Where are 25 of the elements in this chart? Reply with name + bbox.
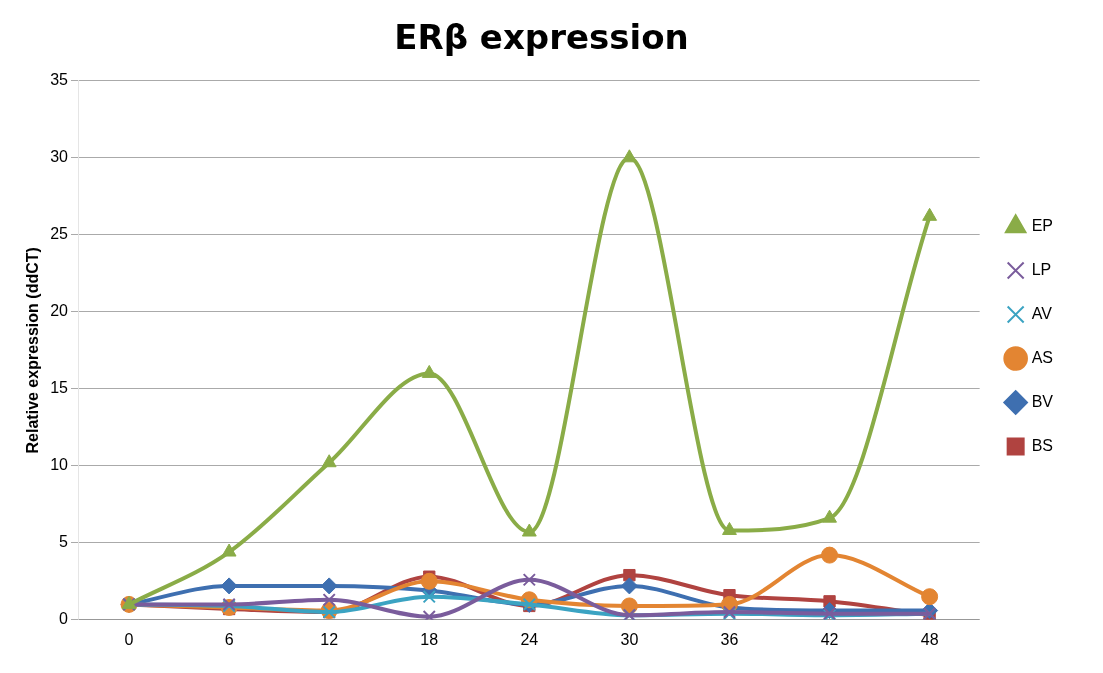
y-tick-label: 5	[59, 533, 69, 551]
legend-label: LP	[1031, 260, 1052, 278]
x-tick-label: 30	[620, 630, 639, 648]
y-tick-label: 30	[50, 148, 69, 166]
legend-label: AS	[1031, 348, 1053, 366]
chart-title: ERβ expression	[394, 17, 689, 58]
y-axis-title: Relative expression (ddCT)	[24, 247, 42, 454]
legend-label: AV	[1031, 304, 1053, 322]
y-tick-label: 20	[50, 302, 69, 320]
y-tick-label: 15	[50, 379, 69, 397]
x-tick-label: 0	[124, 630, 134, 648]
y-tick-label: 10	[50, 456, 69, 474]
x-tick-label: 6	[224, 630, 234, 648]
x-tick-label: 36	[720, 630, 739, 648]
y-tick-label: 0	[59, 610, 69, 628]
legend-label: BS	[1031, 436, 1053, 454]
legend-label: EP	[1031, 216, 1053, 234]
y-tick-label: 25	[50, 225, 69, 243]
legend-label: BV	[1031, 392, 1054, 410]
x-tick-label: 42	[820, 630, 839, 648]
x-tick-label: 12	[320, 630, 339, 648]
x-tick-label: 24	[520, 630, 539, 648]
x-tick-label: 18	[420, 630, 439, 648]
y-tick-label: 35	[50, 71, 69, 89]
x-tick-label: 48	[920, 630, 939, 648]
